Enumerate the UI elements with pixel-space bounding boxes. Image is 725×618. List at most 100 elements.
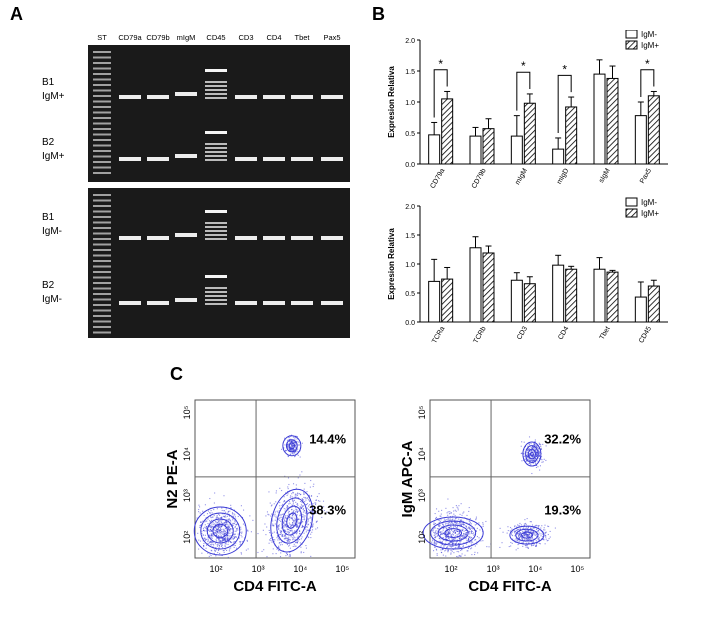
flow-event xyxy=(223,529,225,531)
flow-event xyxy=(204,521,206,523)
flow-event xyxy=(237,515,239,518)
flow-event xyxy=(226,534,228,536)
flow-event xyxy=(224,539,226,541)
flow-event xyxy=(215,528,217,530)
ladder-band xyxy=(93,51,111,53)
flow-event xyxy=(228,518,230,520)
flow-event xyxy=(291,440,293,442)
flow-event xyxy=(539,455,541,457)
flow-event xyxy=(537,524,539,527)
flow-event xyxy=(305,511,307,513)
flow-event xyxy=(292,449,294,451)
flow-event xyxy=(220,529,222,531)
flow-event xyxy=(230,521,232,523)
gel-band xyxy=(235,236,257,240)
flow-event xyxy=(291,513,293,515)
flow-event xyxy=(275,515,277,517)
flow-event xyxy=(518,531,520,533)
gel-row-label-3: B1 IgM- xyxy=(42,211,62,239)
flow-event xyxy=(305,547,307,549)
flow-event xyxy=(457,546,459,548)
flow-event xyxy=(289,443,291,445)
flow-event xyxy=(307,519,309,521)
flow-event xyxy=(540,445,542,448)
legend-swatch xyxy=(625,40,638,50)
ladder-band xyxy=(93,210,111,213)
ladder-band xyxy=(93,293,111,295)
gel-band xyxy=(147,157,169,161)
flow-event xyxy=(306,503,309,505)
flow-event xyxy=(287,539,289,541)
flow-event xyxy=(474,524,476,526)
flow-event xyxy=(292,499,294,501)
flow-event xyxy=(527,449,529,451)
flow-event xyxy=(446,525,448,527)
flow-event xyxy=(447,549,449,551)
flow-event xyxy=(202,520,204,522)
flow-event xyxy=(449,533,451,535)
flow-event xyxy=(459,521,461,523)
flow-event xyxy=(210,554,212,557)
ladder-band xyxy=(93,95,111,97)
flow-event xyxy=(532,459,534,461)
flow-event xyxy=(277,519,279,521)
flow-event xyxy=(279,556,282,558)
flow-event xyxy=(227,526,229,528)
flow-event xyxy=(529,456,531,458)
flow-event xyxy=(539,543,541,545)
density-contour xyxy=(270,488,314,553)
flow-event xyxy=(443,539,445,541)
flow-event xyxy=(297,518,300,520)
flow-event xyxy=(214,523,216,525)
flow-event xyxy=(314,502,316,504)
flow-event xyxy=(289,441,291,443)
flow-event xyxy=(294,542,297,544)
gel-band xyxy=(205,303,227,305)
flow-event xyxy=(533,531,535,533)
flow-event xyxy=(287,493,289,495)
flow-event xyxy=(204,524,206,526)
flow-event xyxy=(517,538,519,540)
flow-event xyxy=(527,530,529,532)
flow-event xyxy=(307,520,309,522)
flow-event xyxy=(231,513,234,515)
flow-event xyxy=(452,534,455,536)
flow-event xyxy=(291,529,293,531)
flow-event xyxy=(527,529,529,531)
flow-event xyxy=(271,541,273,543)
flow-event xyxy=(293,504,295,507)
gel-band xyxy=(205,291,227,293)
flow-event xyxy=(524,455,526,457)
flow-event xyxy=(274,519,276,521)
flow-event xyxy=(288,519,291,521)
flow-event xyxy=(523,441,525,443)
flow-event xyxy=(522,527,525,529)
flow-event xyxy=(303,488,305,490)
flow-event xyxy=(541,459,543,461)
flow-event xyxy=(449,518,451,520)
flow-event xyxy=(443,520,445,522)
flow-event xyxy=(211,550,213,552)
flow-event xyxy=(235,547,238,549)
flow-event xyxy=(460,549,462,552)
flow-event xyxy=(230,547,232,549)
flow-event xyxy=(238,541,241,543)
flow-event xyxy=(297,493,299,495)
flow-event xyxy=(533,456,535,458)
flow-event xyxy=(530,527,532,529)
flow-event xyxy=(547,533,549,536)
flow-event xyxy=(470,548,472,550)
flow-event xyxy=(300,504,302,506)
bar-igm-pos xyxy=(482,128,495,165)
flow-event xyxy=(538,453,540,455)
flow-event xyxy=(441,543,443,546)
flow-event xyxy=(525,459,527,462)
flow-event xyxy=(459,546,461,548)
flow-event xyxy=(454,532,456,534)
flow-event xyxy=(305,497,307,499)
flow-event xyxy=(530,460,533,462)
flow-event xyxy=(224,537,226,539)
legend-label: IgM- xyxy=(641,198,657,207)
flow-event xyxy=(538,537,540,539)
flow-event xyxy=(447,534,449,536)
